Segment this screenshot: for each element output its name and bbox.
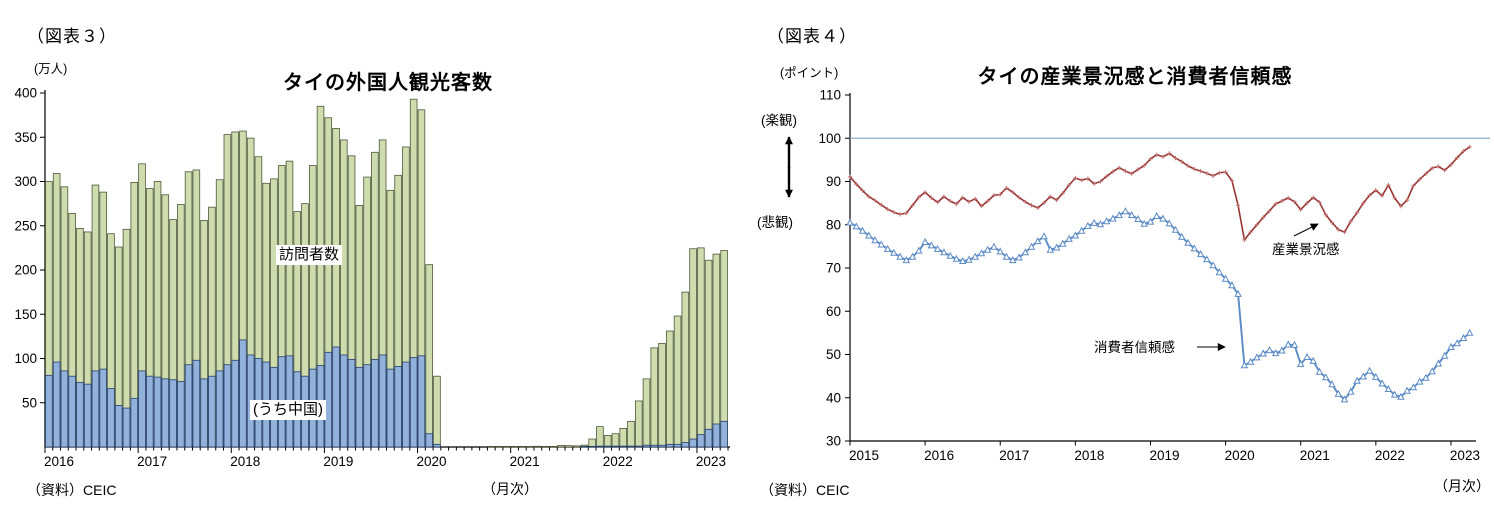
figure4-industry-annotation: 産業景況感 [1272, 242, 1340, 259]
svg-text:2020: 2020 [1225, 448, 1255, 463]
figure3-tag: （図表３） [27, 27, 117, 46]
svg-text:100: 100 [14, 351, 37, 366]
figure4-pessimism-label: (悲観) [757, 215, 793, 230]
svg-text:60: 60 [826, 304, 841, 319]
svg-text:2015: 2015 [849, 448, 879, 463]
svg-text:300: 300 [14, 174, 37, 189]
svg-text:150: 150 [14, 307, 37, 322]
svg-text:2022: 2022 [603, 454, 633, 469]
figure4-optimism-label: (楽観) [761, 113, 797, 128]
figure3-chart: 400 350 300 250 200 150 100 50 2016 2017 2018 2019 2… [14, 86, 730, 469]
figure4-source: （資料）CEIC [760, 482, 850, 498]
svg-text:2018: 2018 [230, 454, 260, 469]
svg-text:200: 200 [14, 263, 37, 278]
svg-text:2018: 2018 [1074, 448, 1104, 463]
figure3-title: タイの外国人観光客数 [283, 72, 493, 94]
svg-text:2023: 2023 [1450, 448, 1480, 463]
svg-text:2022: 2022 [1375, 448, 1405, 463]
figure4-y-unit-label: (ポイント) [780, 66, 839, 80]
svg-text:90: 90 [826, 174, 841, 189]
figure3-x-unit-label: （月次） [482, 481, 538, 497]
figure4-consumer-annotation: 消費者信頼感 [1094, 340, 1175, 357]
figure4-series-industry [847, 144, 1472, 242]
svg-text:80: 80 [826, 217, 841, 232]
svg-text:70: 70 [826, 261, 841, 276]
svg-text:350: 350 [14, 130, 37, 145]
figure4-title: タイの産業景況感と消費者信頼感 [977, 66, 1293, 88]
svg-text:2016: 2016 [44, 454, 74, 469]
svg-text:2021: 2021 [1300, 448, 1330, 463]
svg-text:2019: 2019 [323, 454, 353, 469]
svg-text:30: 30 [826, 434, 841, 449]
figure3-axes: 400 350 300 250 200 150 100 50 2016 2017 2018 2019 2… [14, 86, 730, 469]
svg-text:400: 400 [14, 86, 37, 101]
svg-text:2020: 2020 [417, 454, 447, 469]
figure4-tag: （図表４） [767, 27, 857, 46]
svg-text:50: 50 [826, 347, 841, 362]
svg-text:100: 100 [818, 131, 841, 146]
svg-text:40: 40 [826, 390, 841, 405]
svg-text:110: 110 [819, 88, 841, 103]
svg-text:2016: 2016 [924, 448, 954, 463]
figure3-source: （資料）CEIC [27, 482, 117, 498]
svg-text:2017: 2017 [137, 454, 167, 469]
figure4-chart: 110 100 90 80 70 60 50 40 30 2015 2016 2017 2018 2019… [785, 88, 1490, 464]
figure3-bars-visitors [45, 98, 728, 448]
svg-text:2019: 2019 [1149, 448, 1179, 463]
svg-text:2021: 2021 [510, 454, 540, 469]
figure4-axes: 110 100 90 80 70 60 50 40 30 2015 2016 2017 2018 2019… [818, 88, 1480, 464]
figure4-series-consumer [846, 207, 1474, 403]
svg-text:250: 250 [14, 218, 37, 233]
figure4-x-unit-label: （月次） [1434, 478, 1490, 494]
figure3-y-unit-label: (万人) [34, 62, 68, 76]
figure3-visitors-series-label: 訪問者数 [276, 245, 343, 265]
svg-text:50: 50 [22, 395, 37, 410]
figure4-annotation-arrows [1197, 223, 1319, 351]
figure3-china-series-label: (うち中国) [250, 400, 326, 420]
svg-text:2023: 2023 [696, 454, 726, 469]
svg-text:2017: 2017 [999, 448, 1029, 463]
